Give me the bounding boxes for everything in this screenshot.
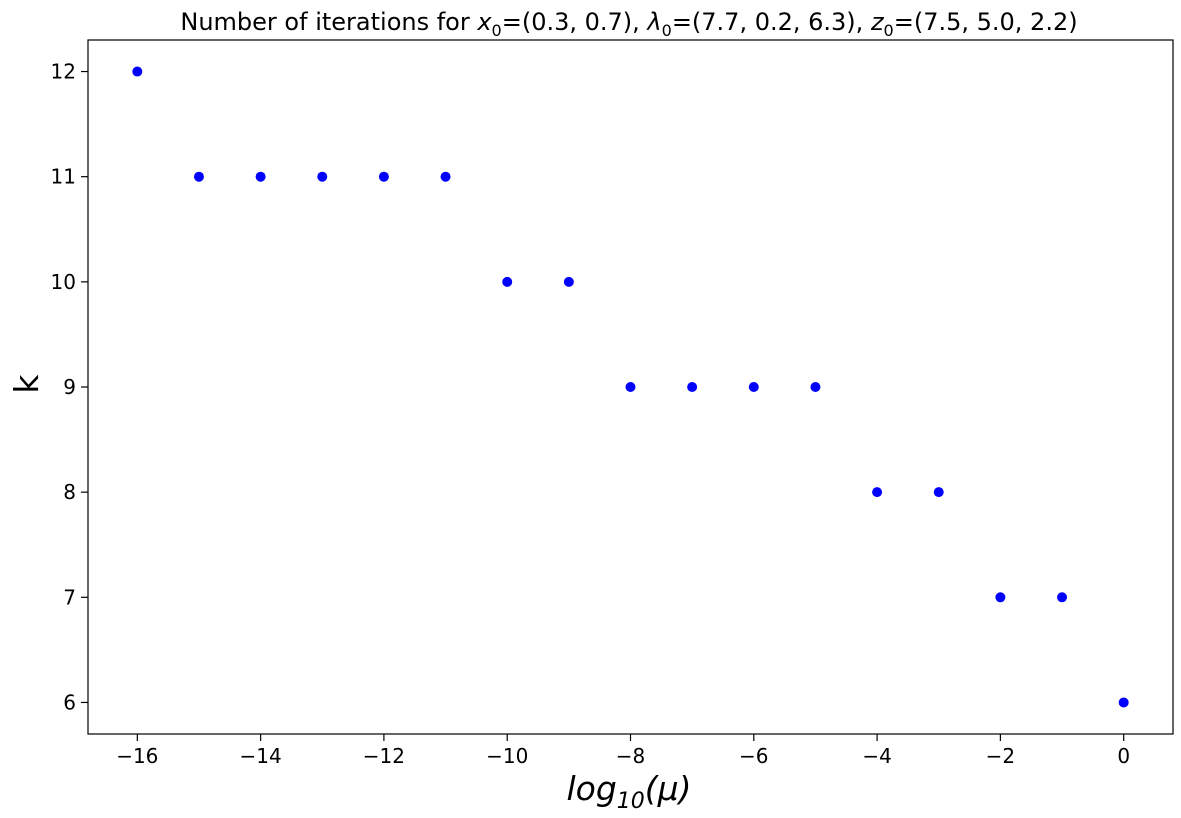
data-point: [748, 382, 759, 392]
title-x-symbol: x: [476, 8, 492, 36]
y-tick-label: 7: [63, 585, 76, 609]
x-axis-label: log10(μ): [566, 769, 691, 814]
y-tick-label: 6: [63, 690, 76, 714]
x-axis-ticks: −16 −14 −12 −10 −8 −6 −4 −2 0: [116, 734, 1130, 768]
x-axis-label-base: log: [566, 769, 616, 808]
title-z-subscript: 0: [884, 21, 894, 40]
title-x-subscript: 0: [492, 21, 502, 40]
x-axis-label-argument: (μ): [645, 769, 692, 808]
x-tick-label: 0: [1117, 744, 1130, 768]
data-point: [872, 487, 883, 498]
title-z-symbol: z: [870, 8, 885, 36]
x-tick-label: −2: [986, 744, 1015, 768]
y-tick-label: 8: [63, 480, 76, 504]
chart-title: Number of iterations for x0=(0.3, 0.7), …: [180, 8, 1077, 40]
title-lambda-symbol: λ: [645, 8, 661, 36]
x-tick-label: −12: [363, 744, 405, 768]
data-point: [810, 382, 821, 392]
y-axis-ticks: 6 7 8 9 10 11 12: [51, 60, 88, 714]
y-tick-label: 10: [51, 270, 76, 294]
data-point: [255, 171, 266, 182]
title-lambda-subscript: 0: [662, 21, 672, 40]
title-x-value: =(0.3, 0.7),: [502, 8, 648, 36]
y-tick-label: 12: [51, 60, 76, 84]
data-point: [687, 382, 698, 392]
data-point: [193, 171, 204, 182]
x-tick-label: −8: [616, 744, 645, 768]
data-points: [132, 66, 1129, 708]
y-axis-label: k: [7, 374, 46, 394]
x-tick-label: −10: [486, 744, 528, 768]
data-point: [317, 171, 328, 182]
x-axis-label-subscript: 10: [617, 789, 645, 814]
data-point: [1118, 697, 1129, 708]
data-point: [995, 592, 1006, 603]
data-point: [563, 276, 574, 287]
title-prefix: Number of iterations for: [180, 8, 477, 36]
y-tick-label: 11: [51, 165, 76, 189]
data-point: [440, 171, 451, 182]
x-tick-label: −6: [739, 744, 768, 768]
x-tick-label: −16: [116, 744, 158, 768]
data-point: [933, 487, 944, 498]
x-tick-label: −4: [862, 744, 891, 768]
title-lambda-value: =(7.7, 0.2, 6.3),: [672, 8, 871, 36]
data-point: [625, 382, 636, 392]
title-z-value: =(7.5, 5.0, 2.2): [894, 8, 1078, 36]
x-tick-label: −14: [240, 744, 282, 768]
y-tick-label: 9: [63, 375, 76, 399]
data-point: [1057, 592, 1068, 603]
data-point: [502, 276, 513, 287]
data-point: [378, 171, 389, 182]
data-point: [132, 66, 143, 77]
